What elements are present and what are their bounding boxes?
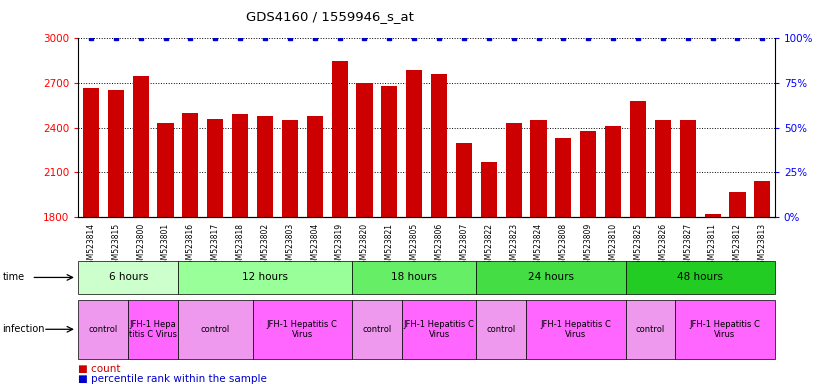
Text: ■ count: ■ count (78, 364, 121, 374)
Bar (729, 192, 746, 217)
Text: GDS4160 / 1559946_s_at: GDS4160 / 1559946_s_at (246, 10, 415, 23)
Text: time: time (2, 272, 25, 283)
Text: control: control (88, 325, 118, 334)
Text: ■ percentile rank within the sample: ■ percentile rank within the sample (78, 374, 268, 384)
Bar (183, 113, 198, 217)
Bar (705, 214, 721, 217)
Bar (456, 142, 472, 217)
Bar (282, 120, 298, 217)
Bar (406, 70, 422, 217)
Bar (655, 120, 671, 217)
Bar (481, 162, 497, 217)
Bar (506, 123, 522, 217)
Bar (431, 74, 447, 217)
Bar (232, 114, 248, 217)
Text: control: control (363, 325, 392, 334)
Text: JFH-1 Hepa
titis C Virus: JFH-1 Hepa titis C Virus (129, 319, 177, 339)
Text: infection: infection (2, 324, 45, 334)
Text: 48 hours: 48 hours (677, 272, 724, 283)
Bar (555, 138, 572, 217)
Bar (158, 123, 173, 217)
Text: JFH-1 Hepatitis C
Virus: JFH-1 Hepatitis C Virus (267, 319, 338, 339)
Bar (605, 126, 621, 217)
Bar (306, 116, 323, 217)
Bar (580, 131, 596, 217)
Bar (331, 61, 348, 217)
Text: 24 hours: 24 hours (528, 272, 574, 283)
Bar (630, 101, 646, 217)
Bar (754, 181, 771, 217)
Text: JFH-1 Hepatitis C
Virus: JFH-1 Hepatitis C Virus (690, 319, 761, 339)
Text: JFH-1 Hepatitis C
Virus: JFH-1 Hepatitis C Virus (404, 319, 474, 339)
Text: control: control (636, 325, 665, 334)
Bar (107, 91, 124, 217)
Text: 12 hours: 12 hours (242, 272, 288, 283)
Bar (680, 120, 695, 217)
Bar (83, 88, 99, 217)
Bar (207, 119, 223, 217)
Text: 6 hours: 6 hours (108, 272, 148, 283)
Text: 18 hours: 18 hours (392, 272, 437, 283)
Bar (356, 83, 373, 217)
Bar (530, 120, 547, 217)
Bar (257, 116, 273, 217)
Text: control: control (201, 325, 230, 334)
Bar (382, 86, 397, 217)
Text: JFH-1 Hepatitis C
Virus: JFH-1 Hepatitis C Virus (540, 319, 611, 339)
Bar (132, 76, 149, 217)
Text: control: control (487, 325, 516, 334)
